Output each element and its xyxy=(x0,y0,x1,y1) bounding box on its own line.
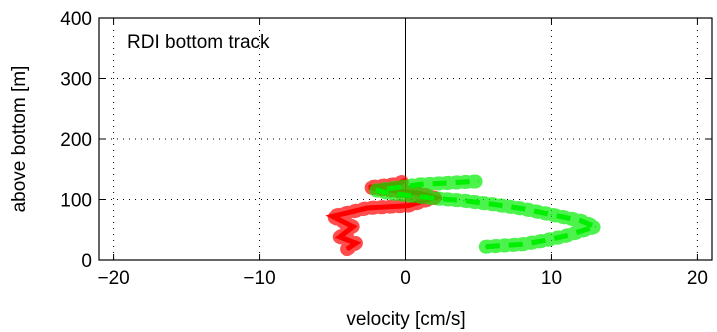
series-1-point xyxy=(346,248,348,250)
tick-layer xyxy=(99,17,712,261)
y-tick-label: 300 xyxy=(60,70,92,91)
series-2-point xyxy=(433,197,436,200)
series-2-point xyxy=(492,203,494,206)
x-axis-label: velocity [cm/s] xyxy=(346,309,465,330)
chart-annotation: RDI bottom track xyxy=(127,32,270,53)
y-tick-label: 200 xyxy=(60,130,92,151)
series-2-point xyxy=(463,199,465,202)
series-2-point xyxy=(390,192,392,195)
series-2-point xyxy=(521,243,524,246)
series-2-point xyxy=(579,219,582,222)
series-1-point xyxy=(352,225,354,228)
series-1-point xyxy=(366,207,369,209)
series-2-point xyxy=(521,207,524,210)
x-tick-label: −10 xyxy=(243,268,275,289)
series-2-point xyxy=(543,239,545,242)
series-1-point xyxy=(407,204,410,207)
series-1-point xyxy=(355,242,357,244)
series-2-point xyxy=(419,183,421,186)
x-tick-label: −20 xyxy=(97,268,129,289)
series-2-point xyxy=(375,189,378,192)
series-2-line xyxy=(375,178,603,250)
y-tick-label: 0 xyxy=(81,251,92,272)
series-1-point xyxy=(339,236,341,238)
x-tick-label: 10 xyxy=(541,268,562,289)
y-tick-label: 400 xyxy=(60,9,92,30)
series-2-point xyxy=(550,213,553,216)
series-1-point xyxy=(331,215,334,218)
y-tick-label: 100 xyxy=(60,191,92,212)
series-1-point xyxy=(368,186,370,189)
x-tick-label: 20 xyxy=(687,268,708,289)
series-2-point xyxy=(484,245,487,248)
series-2-point xyxy=(594,225,597,228)
series-2-point xyxy=(477,180,480,183)
series-2-point xyxy=(411,195,414,197)
series-2-point xyxy=(565,235,567,237)
series-layer xyxy=(325,173,603,257)
y-axis-label: above bottom [m] xyxy=(9,66,30,213)
x-tick-label: 0 xyxy=(400,268,411,289)
